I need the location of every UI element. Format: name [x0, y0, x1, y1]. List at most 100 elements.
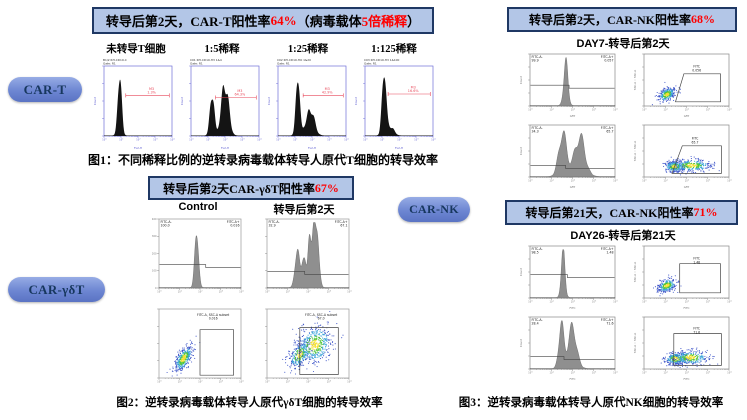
svg-text:10: 10 — [223, 139, 226, 142]
svg-text:67.0: 67.0 — [318, 317, 325, 321]
svg-text:10: 10 — [706, 180, 709, 183]
svg-text:71.6: 71.6 — [606, 322, 613, 326]
flow-panel-car-nk-day7-scatter: 10 0 10 1 10 2 10 3 10 4 SSC-A :: SSC-A GFP FITC 65.7 — [628, 121, 734, 189]
svg-text:0: 0 — [531, 108, 532, 110]
svg-text:10: 10 — [706, 301, 709, 304]
svg-text:3: 3 — [595, 300, 596, 302]
svg-text:3: 3 — [222, 380, 223, 382]
svg-text:1: 1 — [667, 300, 668, 302]
svg-text:0: 0 — [531, 371, 532, 373]
svg-text:3: 3 — [709, 300, 710, 302]
svg-text:0: 0 — [155, 287, 157, 290]
svg-text:2: 2 — [688, 300, 689, 302]
car-gdt-control-histogram-svg: 10 0 10 1 10 2 10 3 10 40100200300400FITC-A-100.0… — [152, 218, 244, 294]
svg-text:10: 10 — [571, 372, 574, 375]
svg-text:Count: Count — [519, 267, 523, 276]
flow-panel-car-t-1to5: 10 0 10 1 10 2 10 3 10 4 Count FL2-H C01 RH-CD19-H3 … — [180, 56, 263, 150]
svg-text:FITC-A+: FITC-A+ — [227, 220, 240, 224]
svg-text:10: 10 — [592, 372, 595, 375]
svg-text:0: 0 — [645, 371, 646, 373]
svg-text:3: 3 — [222, 290, 223, 292]
svg-text:1: 1 — [383, 138, 384, 140]
svg-text:0: 0 — [531, 300, 532, 302]
svg-text:10: 10 — [178, 291, 181, 294]
svg-text:28.4: 28.4 — [532, 322, 539, 326]
svg-text:1: 1 — [181, 290, 182, 292]
svg-text:3: 3 — [417, 138, 418, 140]
svg-text:10: 10 — [276, 139, 279, 142]
svg-text:1: 1 — [122, 138, 123, 140]
svg-text:10: 10 — [239, 291, 242, 294]
svg-text:0: 0 — [160, 380, 161, 382]
svg-text:4: 4 — [173, 138, 174, 140]
svg-text:10: 10 — [170, 139, 173, 142]
svg-text:FITC-A+: FITC-A+ — [601, 126, 614, 130]
svg-text:FITC-A+: FITC-A+ — [601, 55, 614, 59]
svg-text:10: 10 — [178, 381, 181, 384]
svg-text:1: 1 — [553, 108, 554, 110]
svg-text:GFP: GFP — [570, 114, 576, 118]
svg-text:SSC-A :: SSC-A: SSC-A :: SSC-A — [633, 70, 637, 90]
svg-text:2: 2 — [688, 179, 689, 181]
svg-text:4: 4 — [347, 138, 348, 140]
svg-text:0: 0 — [279, 138, 280, 140]
svg-text:10: 10 — [727, 180, 730, 183]
svg-text:2: 2 — [201, 380, 202, 382]
svg-text:2: 2 — [313, 138, 314, 140]
svg-text:FITC-A, SSC-A subset: FITC-A, SSC-A subset — [305, 313, 338, 317]
svg-text:10: 10 — [327, 381, 330, 384]
svg-text:FITC: FITC — [570, 377, 576, 381]
svg-text:0: 0 — [645, 179, 646, 181]
flow-panel-car-nk-day7-control-scatter: 10 0 10 1 10 2 10 3 10 4 SSC-A :: SSC-A GFP FITC 0.05… — [628, 50, 734, 118]
svg-text:1.3%: 1.3% — [147, 91, 156, 95]
svg-text:FL2-H: FL2-H — [308, 146, 316, 150]
svg-text:10: 10 — [363, 139, 366, 142]
svg-text:0: 0 — [268, 290, 269, 292]
car-nk-day26-subtitle: DAY26-转导后第21天 — [570, 230, 676, 242]
svg-text:10: 10 — [206, 139, 209, 142]
svg-text:0: 0 — [531, 179, 532, 181]
svg-text:FITC-A-: FITC-A- — [269, 220, 280, 224]
svg-text:10: 10 — [157, 381, 160, 384]
car-t-panel-title-1to5: 1:5稀释 — [204, 44, 240, 55]
svg-text:GFP: GFP — [684, 185, 690, 189]
svg-text:Count: Count — [180, 96, 184, 105]
svg-text:10: 10 — [286, 381, 289, 384]
svg-text:10: 10 — [344, 139, 347, 142]
svg-text:0: 0 — [160, 290, 161, 292]
svg-text:0: 0 — [192, 138, 193, 140]
svg-text:10: 10 — [219, 381, 222, 384]
svg-text:SSC-A :: SSC-A: SSC-A :: SSC-A — [633, 262, 637, 282]
svg-text:3: 3 — [709, 108, 710, 110]
car-nk-day7-histogram-svg: 10 0 10 1 10 2 10 3 10 4CountGFPFITC-A-34.3FITC-A… — [519, 124, 617, 189]
svg-text:3: 3 — [709, 179, 710, 181]
car-nk-pill-label: CAR-NK — [398, 197, 470, 222]
svg-text:4: 4 — [350, 380, 351, 382]
car-t-title-box: 转导后第2天，CAR-T阳性率 64% （病毒载体 5倍稀释） — [92, 7, 434, 34]
car-t-pill-label: CAR-T — [8, 77, 82, 102]
svg-text:4: 4 — [434, 138, 435, 140]
svg-text:1: 1 — [667, 179, 668, 181]
svg-text:10: 10 — [136, 139, 139, 142]
svg-text:10: 10 — [219, 291, 222, 294]
car-nk-day7-subtitle: DAY7-转导后第2天 — [576, 38, 670, 50]
svg-text:SSC-A :: SSC-A: SSC-A :: SSC-A — [633, 333, 637, 353]
svg-text:M3: M3 — [325, 87, 330, 91]
svg-text:M3: M3 — [149, 87, 154, 91]
svg-text:3: 3 — [709, 371, 710, 373]
flow-panel-car-gdt-control-scatter: 10 0 10 1 10 2 10 3 10 4 FITC-A, SSC-A subset 0.016 — [145, 305, 245, 391]
flow-panel-car-nk-day7-histogram: 10 0 10 1 10 2 10 3 10 4 Count GFP FITC-A- 34.3 FITC-A… — [514, 121, 620, 189]
svg-text:10: 10 — [414, 139, 417, 142]
svg-text:Gate: R1: Gate: R1 — [103, 61, 116, 65]
svg-text:1: 1 — [289, 380, 290, 382]
svg-text:FITC: FITC — [692, 137, 699, 141]
svg-text:10: 10 — [685, 372, 688, 375]
svg-text:10: 10 — [642, 109, 645, 112]
svg-text:3: 3 — [243, 138, 244, 140]
svg-text:3: 3 — [156, 138, 157, 140]
